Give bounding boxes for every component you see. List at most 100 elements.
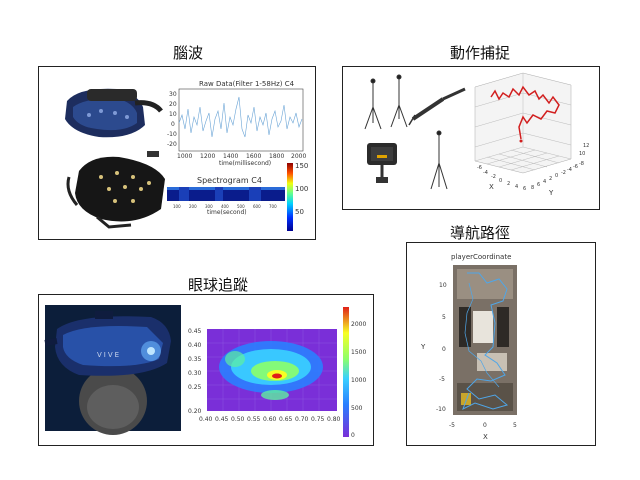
motion-tick-y: -8 — [579, 161, 584, 167]
eeg-spec-x-tick: 500 — [237, 204, 245, 209]
eye-cbar-tick: 0 — [351, 432, 355, 439]
eye-x-tick: 0.80 — [327, 416, 341, 423]
eye-y-tick: 0.35 — [188, 356, 202, 363]
eeg-spec-xlabel: time(second) — [207, 209, 247, 216]
eye-title: 眼球追蹤 — [187, 276, 248, 294]
nav-y-tick: 0 — [442, 346, 446, 353]
motion-tick-x: 4 — [515, 184, 518, 190]
eye-x-tick: 0.55 — [247, 416, 261, 423]
eeg-cbar-tick: 100 — [295, 185, 308, 193]
eeg-colorbar — [287, 163, 293, 231]
eeg-spec-x-tick: 100 — [173, 204, 181, 209]
eye-cbar-tick: 1500 — [351, 349, 366, 356]
motion-tick-y: 0 — [555, 173, 558, 179]
motion-axis-x: X — [489, 183, 494, 191]
motion-tick-labels: -6 -4 -2 0 2 4 6 8 6 4 2 0 -2 -4 -6 -8 1… — [477, 143, 589, 192]
motion-tick-x: -6 — [477, 165, 482, 171]
vr-headset-image — [65, 88, 163, 138]
motion-panel: -6 -4 -2 0 2 4 6 8 6 4 2 0 -2 -4 -6 -8 1… — [342, 66, 600, 210]
eeg-raw-y-tick: -10 — [167, 131, 177, 138]
eye-cbar-ticks: 2000 1500 1000 500 0 — [351, 321, 366, 439]
nav-y-tick: -10 — [436, 406, 446, 413]
eeg-spec-x-ticks: 100 200 300 400 500 600 700 — [173, 204, 277, 209]
eye-x-tick: 0.40 — [199, 416, 213, 423]
nav-x-ticks: -5 0 5 — [449, 422, 517, 429]
nav-path-return — [464, 282, 500, 388]
eye-x-tick: 0.60 — [263, 416, 277, 423]
eye-x-tick: 0.65 — [279, 416, 293, 423]
motion-trajectory — [490, 85, 560, 140]
eye-y-tick: 0.20 — [188, 408, 202, 415]
camera-image — [367, 143, 397, 183]
eeg-raw-y-tick: 20 — [169, 101, 177, 108]
nav-xlabel: X — [483, 433, 488, 441]
eeg-raw-x-tick: 1800 — [269, 153, 284, 160]
motion-tick-x: 2 — [507, 181, 510, 187]
eeg-panel: Raw Data(Filter 1-58Hz) C4 30 20 10 0 -1… — [38, 66, 316, 240]
eeg-spec-x-tick: 400 — [221, 204, 229, 209]
motion-tick-x: -4 — [483, 170, 488, 176]
eye-x-tick: 0.45 — [215, 416, 229, 423]
eeg-raw-xlabel: time(millisecond) — [219, 160, 271, 167]
mocap-equipment-image — [364, 74, 466, 190]
eeg-raw-x-tick: 1000 — [177, 153, 192, 160]
eye-y-ticks: 0.45 0.40 0.35 0.30 0.25 0.20 — [188, 328, 202, 415]
eeg-figure: Raw Data(Filter 1-58Hz) C4 30 20 10 0 -1… — [65, 80, 308, 231]
motion-tick-y: -4 — [567, 167, 572, 173]
eye-y-tick: 0.30 — [188, 370, 202, 377]
nav-x-tick: 5 — [513, 422, 517, 429]
eeg-raw-x-ticks: 1000 1200 1400 1600 1800 2000 — [177, 153, 306, 160]
motion-tick-y: 8 — [531, 185, 534, 191]
nav-panel: playerCoordinate 10 5 0 -5 -10 Y -5 0 5 … — [406, 242, 596, 446]
motion-tick-y: -2 — [561, 170, 566, 176]
motion-tick-x: -2 — [491, 174, 496, 180]
nav-y-tick: 5 — [442, 314, 446, 321]
motion-figure: -6 -4 -2 0 2 4 6 8 6 4 2 0 -2 -4 -6 -8 1… — [364, 72, 589, 197]
eeg-cap-image — [66, 151, 165, 229]
motion-tick-y: 2 — [549, 176, 552, 182]
eeg-raw-y-ticks: 30 20 10 0 -10 -20 — [167, 91, 177, 148]
eeg-raw-title: Raw Data(Filter 1-58Hz) C4 — [199, 80, 295, 88]
eeg-spec-x-tick: 300 — [205, 204, 213, 209]
eye-x-tick: 0.50 — [231, 416, 245, 423]
nav-figure: playerCoordinate 10 5 0 -5 -10 Y -5 0 5 … — [420, 253, 517, 441]
eeg-spec-x-tick: 600 — [253, 204, 261, 209]
nav-x-tick: 0 — [483, 422, 487, 429]
eeg-raw-x-tick: 2000 — [291, 153, 306, 160]
nav-plot-title: playerCoordinate — [451, 253, 511, 261]
eeg-raw-signal — [178, 96, 303, 138]
nav-y-tick: 10 — [439, 282, 447, 289]
motion-tick-y: -6 — [573, 164, 578, 170]
nav-path — [462, 272, 509, 411]
vr-user-photo: VIVE — [44, 305, 181, 435]
eye-cbar-tick: 2000 — [351, 321, 366, 328]
eeg-title: 腦波 — [172, 44, 203, 62]
eeg-raw-axes: 30 20 10 0 -10 -20 1000 1200 1400 1600 1… — [167, 88, 306, 167]
eeg-spec-title: Spectrogram C4 — [197, 176, 262, 185]
eeg-cbar-tick: 150 — [295, 162, 308, 170]
nav-y-tick: -5 — [439, 376, 445, 383]
eeg-raw-y-tick: 0 — [171, 121, 175, 128]
nav-x-tick: -5 — [449, 422, 455, 429]
motion-axis-y: Y — [548, 189, 554, 197]
vive-logo: VIVE — [97, 351, 121, 359]
nav-map — [453, 265, 517, 415]
eye-x-tick: 0.75 — [311, 416, 325, 423]
eeg-cbar-tick: 50 — [295, 208, 304, 216]
eeg-raw-x-tick: 1600 — [246, 153, 261, 160]
motion-tick-x: 0 — [499, 178, 502, 184]
eeg-spec-x-tick: 200 — [189, 204, 197, 209]
eye-colorbar — [343, 307, 349, 437]
motion-tick-y: 10 — [579, 151, 585, 157]
eye-y-tick: 0.45 — [188, 328, 202, 335]
eeg-cbar-ticks: 150 100 50 — [295, 162, 308, 216]
motion-tick-x: 6 — [523, 186, 526, 192]
eeg-raw-y-tick: 30 — [169, 91, 177, 98]
motion-tick-y: 12 — [583, 143, 589, 149]
nav-title: 導航路徑 — [449, 224, 510, 242]
motion-tick-y: 6 — [537, 182, 540, 188]
eye-panel: VIVE 0.45 0.40 0.35 0. — [38, 294, 374, 446]
eeg-raw-y-tick: 10 — [169, 111, 177, 118]
eye-cbar-tick: 500 — [351, 405, 363, 412]
eye-cbar-tick: 1000 — [351, 377, 366, 384]
